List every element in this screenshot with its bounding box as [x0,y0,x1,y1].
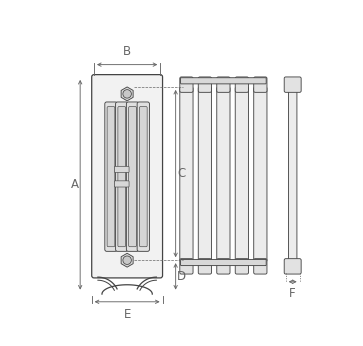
FancyBboxPatch shape [180,77,193,92]
Text: E: E [123,308,131,321]
Circle shape [123,256,131,264]
FancyBboxPatch shape [254,87,267,262]
FancyBboxPatch shape [180,259,193,274]
Text: A: A [71,178,79,191]
FancyBboxPatch shape [118,107,126,247]
FancyBboxPatch shape [137,102,150,251]
Polygon shape [121,87,133,101]
FancyBboxPatch shape [254,77,267,92]
FancyBboxPatch shape [198,77,212,92]
FancyBboxPatch shape [129,107,136,247]
FancyBboxPatch shape [180,78,266,84]
FancyBboxPatch shape [235,87,249,262]
FancyBboxPatch shape [284,259,301,274]
Text: D: D [177,270,186,283]
FancyBboxPatch shape [284,77,301,92]
FancyBboxPatch shape [92,75,163,278]
FancyBboxPatch shape [180,87,193,262]
FancyBboxPatch shape [198,259,212,274]
FancyBboxPatch shape [114,181,129,187]
FancyBboxPatch shape [114,166,129,172]
FancyBboxPatch shape [107,107,115,247]
FancyBboxPatch shape [289,90,297,260]
FancyBboxPatch shape [217,87,230,262]
Polygon shape [121,253,133,267]
FancyBboxPatch shape [115,102,128,251]
FancyBboxPatch shape [105,102,117,251]
Text: C: C [178,167,186,180]
FancyBboxPatch shape [180,260,266,266]
Text: B: B [123,45,131,58]
FancyBboxPatch shape [235,259,249,274]
FancyBboxPatch shape [254,259,267,274]
FancyBboxPatch shape [235,77,249,92]
FancyBboxPatch shape [126,102,139,251]
FancyBboxPatch shape [139,107,147,247]
FancyBboxPatch shape [217,259,230,274]
FancyBboxPatch shape [198,87,212,262]
Circle shape [123,90,131,98]
FancyBboxPatch shape [217,77,230,92]
Text: F: F [289,287,296,300]
